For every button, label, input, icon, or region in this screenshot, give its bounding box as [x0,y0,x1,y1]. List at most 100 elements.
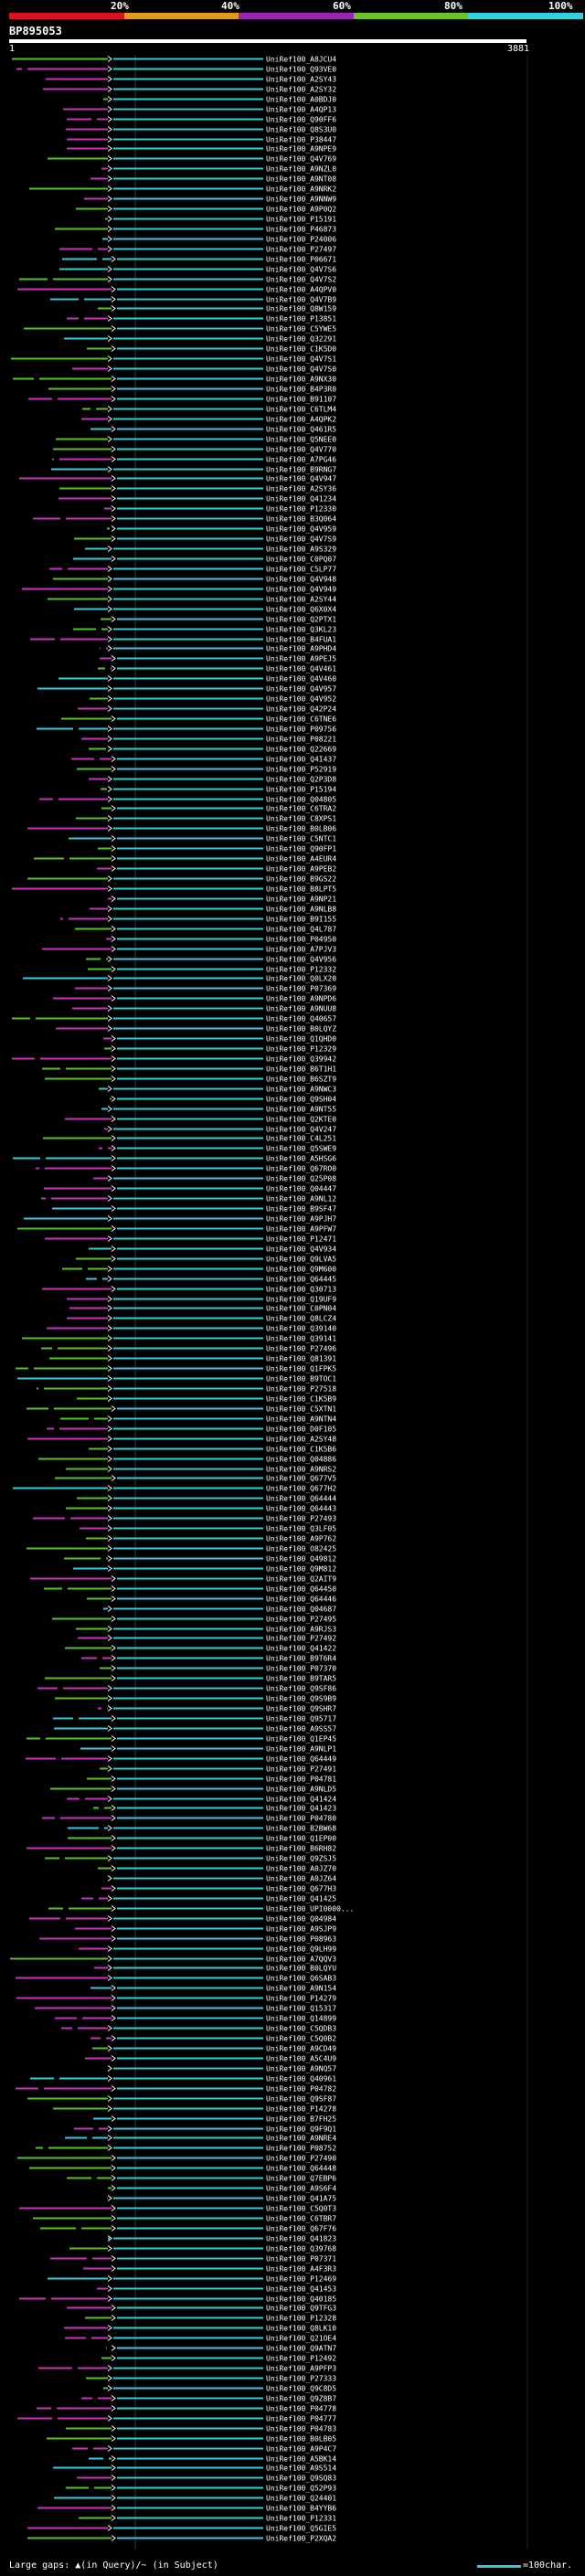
hit-row[interactable]: UniRef100_Q67F76 [40,2225,336,2233]
hit-label[interactable]: UniRef100_C6TLM4 [266,406,336,414]
hit-label[interactable]: UniRef100_P12469 [266,2275,336,2284]
hit-row[interactable]: UniRef100_Q6X0X4 [74,606,336,614]
hit-row[interactable]: UniRef100_A9S514 [53,2465,336,2473]
hit-row[interactable]: UniRef100_Q2PTX1 [101,616,336,624]
hit-label[interactable]: UniRef100_Q677H3 [266,1885,336,1893]
hit-row[interactable]: UniRef100_A9NWC3 [99,1086,336,1094]
hit-row[interactable]: UniRef100_Q15317 [35,2005,336,2013]
hit-label[interactable]: UniRef100_P12328 [266,2315,336,2323]
hit-row[interactable]: UniRef100_Q41234 [58,495,336,504]
hit-label[interactable]: UniRef100_Q9SH04 [266,1096,336,1104]
hit-label[interactable]: UniRef100_A9SS57 [266,1725,336,1733]
hit-label[interactable]: UniRef100_P14278 [266,2105,336,2114]
hit-label[interactable]: UniRef100_B6RH82 [266,1845,336,1853]
hit-row[interactable]: UniRef100_B4YYB6 [37,2505,336,2513]
hit-row[interactable]: UniRef100_B9TAR5 [45,1675,336,1683]
hit-label[interactable]: UniRef100_Q4V959 [266,525,336,534]
hit-row[interactable]: UniRef100_A9NUU8 [72,1005,336,1013]
hit-row[interactable]: UniRef100_P13851 [67,315,336,323]
hit-label[interactable]: UniRef100_Q8S3U0 [266,126,336,134]
hit-row[interactable]: UniRef100_Q9C8D5 [103,2385,336,2393]
hit-label[interactable]: UniRef100_A9NQ57 [266,2065,336,2073]
hit-label[interactable]: UniRef100_Q9SQ83 [266,2475,336,2483]
hit-row[interactable]: UniRef100_C6TRA2 [101,805,336,813]
hit-label[interactable]: UniRef100_Q15317 [266,2005,336,2013]
hit-label[interactable]: UniRef100_A9NUU8 [266,1005,336,1013]
hit-label[interactable]: UniRef100_P27491 [266,1765,336,1774]
hit-label[interactable]: UniRef100_Q21OE4 [266,2335,336,2343]
hit-label[interactable]: UniRef100_A9NRS2 [266,1466,336,1474]
hit-row[interactable]: UniRef100_Q39768 [69,2245,336,2253]
hit-row[interactable]: UniRef100_A9PHD4 [100,645,336,653]
hit-row[interactable]: UniRef100_A9NL12 [41,1195,336,1203]
hit-label[interactable]: UniRef100_Q2PTX1 [266,616,336,624]
hit-label[interactable]: UniRef100_A9PHD4 [266,645,336,653]
hit-row[interactable]: UniRef100_C0PQ07 [73,556,336,564]
hit-label[interactable]: UniRef100_P04780 [266,1815,336,1823]
hit-label[interactable]: UniRef100_B4P3R0 [266,386,336,394]
hit-label[interactable]: UniRef100_Q39140 [266,1325,336,1333]
hit-row[interactable]: UniRef100_Q64445 [86,1276,336,1284]
hit-row[interactable]: UniRef100_C5Q0T3 [19,2205,336,2213]
hit-row[interactable]: UniRef100_Q4V952 [90,695,336,704]
hit-label[interactable]: UniRef100_P27497 [266,246,336,254]
hit-row[interactable]: UniRef100_A9NPE9 [67,145,336,154]
hit-row[interactable]: UniRef100_Q04447 [44,1185,336,1193]
hit-row[interactable]: UniRef100_Q4I437 [71,756,336,764]
hit-row[interactable]: UniRef100_Q32291 [64,335,336,344]
hit-label[interactable]: UniRef100_Q4V460 [266,675,336,684]
hit-row[interactable]: UniRef100_C0PN04 [69,1305,336,1313]
hit-label[interactable]: UniRef100_Q6X0X4 [266,606,336,614]
hit-label[interactable]: UniRef100_Q04984 [266,1915,336,1924]
hit-label[interactable]: UniRef100_A4QPV0 [266,286,336,294]
hit-label[interactable]: UniRef100_P04777 [266,2415,336,2423]
hit-label[interactable]: UniRef100_A9NL12 [266,1195,336,1203]
hit-row[interactable]: UniRef100_Q1EP00 [68,1835,336,1843]
hit-row[interactable]: UniRef100_B9RNG7 [51,466,336,474]
hit-row[interactable]: UniRef100_P07371 [50,2255,336,2263]
hit-row[interactable]: UniRef100_B0LQYU [94,1965,336,1973]
hit-label[interactable]: UniRef100_C0PQ07 [266,556,336,564]
hit-label[interactable]: UniRef100_A8JCU4 [266,56,336,64]
hit-label[interactable]: UniRef100_Q5SWE9 [266,1145,336,1153]
hit-label[interactable]: UniRef100_Q3LF05 [266,1525,336,1533]
hit-row[interactable]: UniRef100_A9P4C7 [72,2445,336,2454]
hit-label[interactable]: UniRef100_Q8LCZ4 [266,1315,336,1323]
hit-row[interactable]: UniRef100_A9NLD5 [50,1786,336,1794]
hit-label[interactable]: UniRef100_Q677H2 [266,1485,336,1493]
hit-row[interactable]: UniRef100_Q40657 [12,1015,336,1023]
hit-label[interactable]: UniRef100_Q9M812 [266,1565,336,1574]
hit-row[interactable]: UniRef100_A2SY44 [48,596,336,604]
hit-row[interactable]: UniRef100_A9S6F4 [108,2185,336,2193]
hit-row[interactable]: UniRef100_Q461R5 [90,426,336,434]
hit-label[interactable]: UniRef100_A0JZ64 [266,1875,336,1883]
hit-row[interactable]: UniRef100_Q40185 [19,2295,336,2304]
hit-label[interactable]: UniRef100_Q9SF86 [266,1685,336,1693]
hit-label[interactable]: UniRef100_Q4V7S9 [266,535,336,544]
hit-label[interactable]: UniRef100_A9P0Q2 [266,206,336,214]
hit-row[interactable]: UniRef100_Q4V7S0 [72,366,336,374]
hit-label[interactable]: UniRef100_A9NRK2 [266,186,336,194]
hit-row[interactable]: UniRef100_P38447 [67,136,336,144]
hit-row[interactable]: UniRef100_C8XPS1 [76,815,336,823]
hit-label[interactable]: UniRef100_P04781 [266,1776,336,1784]
hit-label[interactable]: UniRef100_B8LPT5 [266,885,336,894]
hit-label[interactable]: UniRef100_P08752 [266,2145,336,2153]
hit-label[interactable]: UniRef100_Q93VE0 [266,66,336,74]
hit-label[interactable]: UniRef100_Q677V5 [266,1475,336,1483]
hit-row[interactable]: UniRef100_Q9SH04 [110,1096,336,1104]
hit-label[interactable]: UniRef100_Q2AIT9 [266,1575,336,1584]
hit-row[interactable]: UniRef100_A9NTN4 [60,1415,336,1424]
hit-row[interactable]: UniRef100_B2BW68 [68,1825,336,1833]
hit-label[interactable]: UniRef100_Q1QHD0 [266,1035,336,1044]
hit-row[interactable]: UniRef100_P15191 [105,216,336,224]
hit-label[interactable]: UniRef100_C1K5D0 [266,345,336,354]
hit-label[interactable]: UniRef100_Q2P3D8 [266,776,336,784]
hit-label[interactable]: UniRef100_A7QQV3 [266,1956,336,1964]
hit-row[interactable]: UniRef100_Q41453 [97,2285,336,2294]
hit-row[interactable]: UniRef100_Q5NEE0 [56,436,336,444]
hit-label[interactable]: UniRef100_Q5NEE0 [266,436,336,444]
hit-label[interactable]: UniRef100_P15191 [266,216,336,224]
hit-row[interactable]: UniRef100_Q4V947 [19,475,336,483]
hit-row[interactable]: UniRef100_A9PEB2 [97,865,336,874]
